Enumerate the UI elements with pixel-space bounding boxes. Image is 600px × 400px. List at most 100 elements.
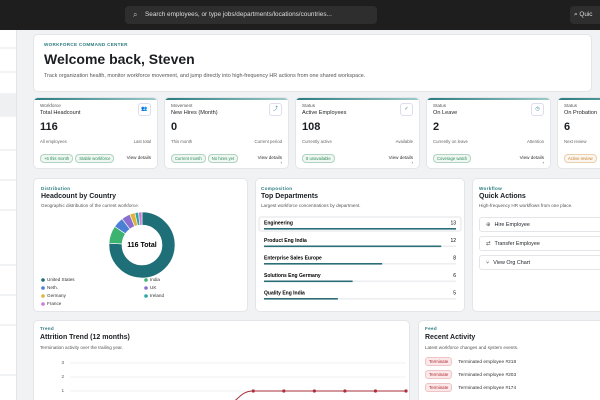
kpi-accent bbox=[558, 98, 600, 100]
trend-point bbox=[251, 389, 255, 393]
department-name: Engineering bbox=[264, 220, 293, 226]
search-box[interactable]: ⌕ Search employees, or type jobs/departm… bbox=[125, 6, 377, 24]
kpi-icon: 👥 bbox=[138, 103, 151, 116]
trend-point bbox=[312, 389, 316, 393]
trend-point bbox=[373, 389, 378, 393]
card-subtitle: Largest workforce concentrations by depa… bbox=[261, 203, 361, 208]
trend-point bbox=[343, 389, 347, 393]
trend-point bbox=[404, 389, 408, 393]
card-title: Attrition Trend (12 months) bbox=[40, 334, 130, 341]
kpi-card: Movement New Hires (Month) ⤴ 0 This month Cur… bbox=[164, 97, 289, 169]
bar bbox=[264, 245, 442, 248]
card-title: Quick Actions bbox=[479, 193, 526, 200]
legend-swatch bbox=[144, 278, 148, 282]
feed-item: Terminate Terminated employee #174 bbox=[425, 383, 600, 393]
trend-card: Trend Attrition Trend (12 months) Termin… bbox=[33, 320, 410, 400]
kpi-value: 6 bbox=[564, 121, 571, 133]
kpi-caption: Next review bbox=[564, 139, 587, 144]
distribution-card: Distribution Headcount by Country Geogra… bbox=[33, 178, 248, 312]
kpi-section: Status bbox=[433, 103, 447, 108]
kpi-chips: Current month No hires yet bbox=[171, 147, 249, 165]
kpi-caption: This month bbox=[171, 139, 193, 144]
department-count: 5 bbox=[453, 290, 456, 296]
topbar: ⌕ Search employees, or type jobs/departm… bbox=[0, 0, 600, 30]
kpi-section: Workforce bbox=[40, 103, 61, 108]
view-details-link[interactable]: View details › bbox=[519, 155, 544, 165]
department-count: 6 bbox=[453, 273, 456, 279]
card-title: Recent Activity bbox=[425, 334, 476, 341]
action-icon: ⊕ bbox=[486, 222, 491, 228]
eyebrow: Workflow bbox=[479, 186, 502, 191]
department-name: Solutions Eng Germany bbox=[264, 273, 321, 279]
view-details-link[interactable]: View details bbox=[126, 155, 151, 160]
quick-button[interactable]: ⌕ Quic bbox=[570, 6, 600, 24]
legend-swatch bbox=[41, 294, 45, 298]
card-title: Headcount by Country bbox=[41, 193, 117, 200]
bar-track bbox=[264, 280, 456, 283]
quick-action[interactable]: ⊕ Hire Employee bbox=[479, 217, 600, 232]
action-label: View Org Chart bbox=[493, 260, 530, 266]
card-subtitle: Termination activity over the trailing y… bbox=[40, 345, 123, 350]
kpi-caption-right: Attention bbox=[527, 139, 544, 144]
feed-item: Terminate Terminated employee #218 bbox=[425, 357, 600, 367]
department-name: Product Eng India bbox=[264, 238, 307, 244]
kpi-caption-right: Available bbox=[395, 139, 413, 144]
sidebar bbox=[0, 30, 17, 400]
hero-eyebrow: WORKFORCE COMMAND CENTER bbox=[44, 42, 128, 47]
quick-label: Quic bbox=[579, 11, 593, 18]
kpi-title: On Leave bbox=[433, 110, 458, 116]
legend-label: Neth. bbox=[47, 285, 58, 290]
bar bbox=[264, 298, 338, 300]
eyebrow: Composition bbox=[261, 186, 293, 191]
donut-segment bbox=[138, 211, 143, 226]
kpi-caption: All employees bbox=[40, 139, 67, 144]
card-title: Top Departments bbox=[261, 193, 319, 200]
kpi-caption-right: Last total bbox=[133, 139, 151, 144]
department-count: 13 bbox=[450, 220, 456, 226]
donut-center-label: 116 Total bbox=[127, 242, 156, 249]
chip: 8 unavailable bbox=[302, 154, 335, 163]
kpi-chips: 8 unavailable bbox=[302, 147, 380, 165]
donut-segment bbox=[108, 211, 176, 279]
feed-card: Feed Recent Activity Latest workforce ch… bbox=[418, 320, 600, 400]
y-tick-label: 2 bbox=[61, 374, 64, 379]
legend-swatch bbox=[41, 286, 45, 290]
legend-label: Ireland bbox=[150, 293, 164, 298]
kpi-accent bbox=[427, 98, 550, 100]
feed-text: Terminated employee #174 bbox=[458, 386, 517, 391]
kpi-section: Status bbox=[302, 103, 316, 108]
quick-action[interactable]: ⇄ Transfer Employee bbox=[479, 236, 600, 251]
chip: Coverage watch bbox=[433, 154, 472, 163]
legend-label: India bbox=[150, 277, 160, 282]
kpi-chips: +6 this month Stable workforce bbox=[40, 147, 118, 165]
feed-text: Terminated employee #203 bbox=[458, 373, 517, 378]
trend-point bbox=[282, 389, 286, 393]
kpi-caption: Currently on leave bbox=[433, 139, 468, 144]
view-details-link[interactable]: View details › bbox=[257, 155, 282, 165]
legend-swatch bbox=[41, 278, 45, 282]
action-label: Hire Employee bbox=[494, 222, 530, 228]
kpi-accent bbox=[34, 98, 157, 100]
kpi-section: Status bbox=[564, 103, 578, 108]
y-tick-label: 3 bbox=[61, 360, 64, 365]
composition-card: Composition Top Departments Largest work… bbox=[255, 178, 465, 312]
feed-item: Terminate Terminated employee #203 bbox=[425, 370, 600, 380]
row-highlight bbox=[258, 216, 462, 232]
quick-action[interactable]: ⑂ View Org Chart bbox=[479, 255, 600, 270]
legend-swatch bbox=[144, 294, 148, 298]
kpi-caption: Currently active bbox=[302, 139, 332, 144]
eyebrow: Distribution bbox=[41, 186, 71, 191]
feed-text: Terminated employee #218 bbox=[458, 360, 517, 365]
feed-badge: Terminate bbox=[425, 357, 453, 366]
bar bbox=[264, 228, 456, 230]
quick-icon: ⌕ bbox=[574, 11, 580, 18]
eyebrow: Trend bbox=[40, 326, 55, 331]
chip: Current month bbox=[171, 154, 206, 163]
chip: Stable workforce bbox=[75, 154, 115, 163]
bar bbox=[264, 280, 353, 283]
bar bbox=[264, 263, 383, 265]
legend-label: Germany bbox=[47, 293, 67, 298]
view-details-link[interactable]: View details › bbox=[388, 155, 413, 165]
